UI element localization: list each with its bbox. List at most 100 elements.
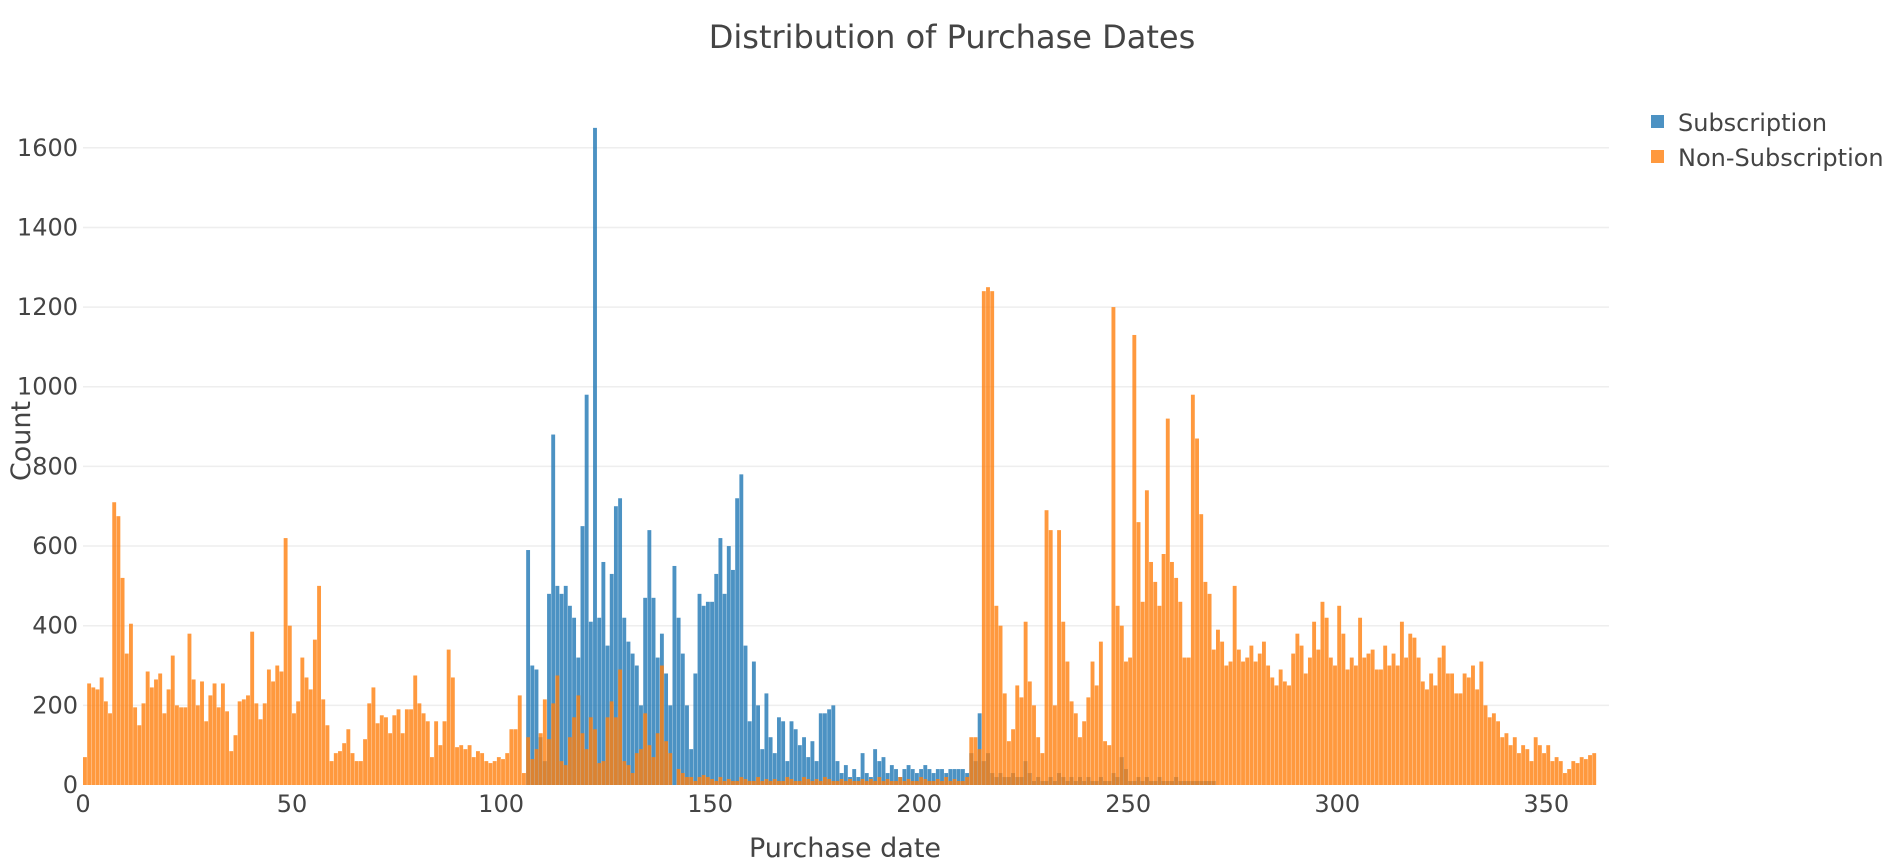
bar-non-subscription [413,675,418,785]
bar-subscription [743,645,748,785]
bar-non-subscription [1307,657,1312,785]
bar-non-subscription [1517,753,1521,785]
bar-non-subscription [1508,745,1513,785]
bar-subscription [626,641,631,785]
bar-non-subscription [1500,737,1505,785]
bar-subscription [526,550,531,785]
bar-subscription [789,721,794,785]
bar-subscription [956,769,961,785]
bar-non-subscription [722,781,727,785]
bar-subscription [735,498,740,785]
bar-non-subscription [1349,657,1354,785]
bar-non-subscription [1253,661,1258,785]
bar-non-subscription [923,779,928,785]
bar-non-subscription [1483,705,1488,785]
bar-non-subscription [1245,657,1250,785]
bar-subscription [751,661,756,785]
bar-non-subscription [1471,665,1475,785]
bar-non-subscription [580,733,585,785]
legend-item-subscription[interactable]: Subscription [1651,109,1827,137]
bar-non-subscription [772,779,777,785]
bar-subscription [605,645,610,785]
bar-non-subscription [258,719,263,785]
bar-non-subscription [1399,621,1404,785]
bar-subscription [634,665,639,785]
bar-non-subscription [95,689,100,785]
bar-non-subscription [885,779,890,785]
bar-non-subscription [371,687,376,785]
bar-non-subscription [480,753,485,785]
bar-non-subscription [1383,645,1388,785]
bar-subscription [643,597,648,785]
bar-subscription [902,769,907,785]
bar-subscription [710,601,715,785]
bar-non-subscription [1341,633,1346,785]
bar-non-subscription [647,745,652,785]
bar-non-subscription [630,773,635,785]
bar-non-subscription [1588,755,1592,785]
bar-non-subscription [1236,649,1241,785]
bar-non-subscription [1207,593,1212,785]
bar-non-subscription [367,703,372,785]
bar-non-subscription [1571,761,1576,785]
bar-non-subscription [1479,661,1484,785]
bar-non-subscription [254,703,259,785]
bar-non-subscription [956,781,961,785]
bar-subscription [785,761,790,785]
bar-non-subscription [827,779,832,785]
bar-non-subscription [1266,665,1271,785]
bar-non-subscription [768,781,773,785]
bar-subscription [647,530,652,785]
bar-non-subscription [241,699,246,785]
bar-non-subscription [133,707,138,785]
bar-non-subscription [593,729,597,785]
bar-subscription [940,769,944,785]
bar-non-subscription [1303,673,1308,785]
bar-non-subscription [559,761,564,785]
bar-subscription [567,605,572,785]
bar-non-subscription [1454,693,1459,785]
bar-non-subscription [760,781,765,785]
bar-non-subscription [902,781,907,785]
bar-non-subscription [823,777,827,785]
bar-non-subscription [701,775,706,785]
legend-item-non-subscription[interactable]: Non-Subscription [1651,144,1884,172]
bar-non-subscription [601,761,606,785]
gridlines [83,147,1609,707]
bar-non-subscription [174,705,179,785]
bar-non-subscription [726,779,731,785]
bar-non-subscription [664,741,669,785]
bar-non-subscription [567,737,572,785]
bar-subscription [894,769,898,785]
bar-non-subscription [856,781,861,785]
bar-non-subscription [1073,713,1078,785]
bar-non-subscription [910,781,915,785]
bar-non-subscription [1291,653,1296,785]
bar-subscription [726,546,731,785]
bar-non-subscription [212,683,217,785]
bar-subscription [722,593,727,785]
bar-non-subscription [643,713,648,785]
bar-non-subscription [455,747,459,785]
bar-non-subscription [1052,705,1057,785]
bar-non-subscription [1466,677,1471,785]
bar-subscription [597,617,602,785]
bar-non-subscription [1040,753,1045,785]
bar-non-subscription [898,777,903,785]
bar-non-subscription [208,695,213,785]
bar-non-subscription [588,717,593,785]
bar-non-subscription [952,779,957,785]
bar-non-subscription [1395,665,1400,785]
bar-non-subscription [1027,681,1032,785]
y-tick-label: 1000 [17,373,78,401]
bar-non-subscription [417,703,422,785]
bar-subscription [534,669,539,785]
bar-non-subscription [639,749,643,785]
bar-non-subscription [710,779,715,785]
bar-non-subscription [1032,705,1036,785]
bar-non-subscription [965,777,970,785]
bar-non-subscription [1006,741,1011,785]
bar-non-subscription [705,777,710,785]
bar-non-subscription [325,725,330,785]
bar-non-subscription [187,633,192,785]
